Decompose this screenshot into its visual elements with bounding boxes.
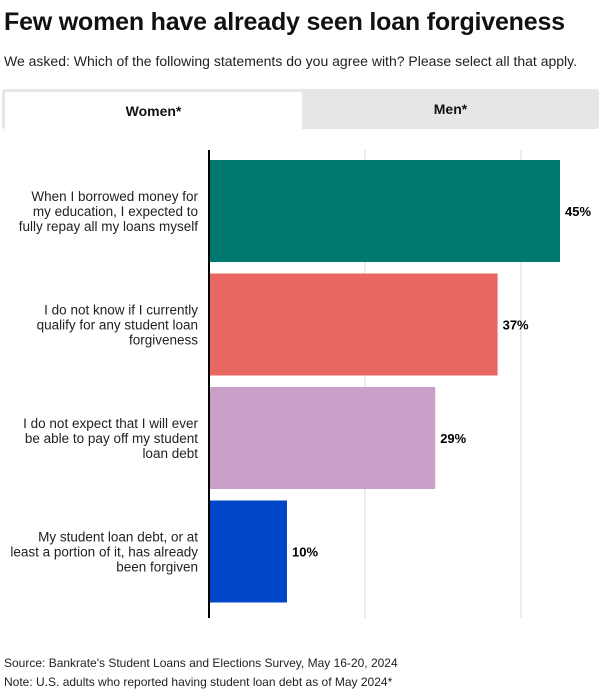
category-label-1: When I borrowed money for my education, I… — [19, 189, 199, 234]
footnote: Note: U.S. adults who reported having st… — [4, 675, 393, 689]
value-label-4: 10% — [292, 545, 318, 560]
bar-2 — [209, 273, 498, 376]
gender-tabs: Women* Men* — [2, 89, 599, 129]
tab-men[interactable]: Men* — [433, 101, 468, 117]
category-label-3: I do not expect that I will ever be able … — [23, 416, 198, 461]
value-label-3: 29% — [440, 431, 466, 446]
bar-chart-svg: 45% When I borrowed money for my education… — [10, 150, 591, 618]
bar-4 — [209, 500, 287, 603]
value-label-1: 45% — [565, 204, 591, 219]
value-label-2: 37% — [503, 318, 529, 333]
bar-1 — [209, 160, 560, 262]
category-label-4: My student loan debt, or at least a porti… — [10, 530, 198, 575]
chart-subtitle: We asked: Which of the following stateme… — [4, 53, 578, 69]
bar-3 — [209, 387, 436, 489]
chart-title: Few women have already seen loan forgive… — [4, 8, 565, 36]
bar-chart: 45% When I borrowed money for my education… — [0, 140, 600, 630]
source-note: Source: Bankrate's Student Loans and Ele… — [4, 656, 398, 670]
tab-women[interactable]: Women* — [5, 92, 302, 129]
category-label-2: I do not know if I currently qualify for … — [37, 303, 199, 348]
